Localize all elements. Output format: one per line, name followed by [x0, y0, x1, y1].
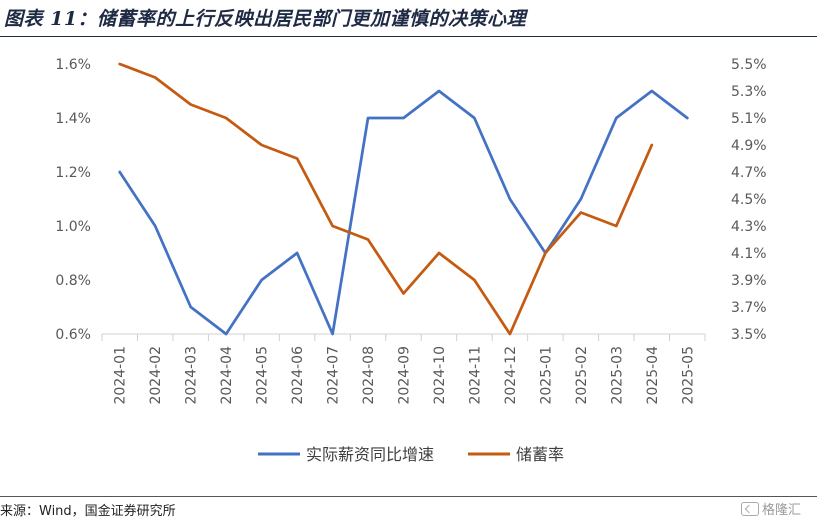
x-axis-tick-label: 2024-01 [113, 346, 129, 405]
x-axis-tick-label: 2024-02 [148, 346, 164, 405]
legend-label: 储蓄率 [516, 445, 564, 464]
right-axis-tick-labels: 3.5% 3.7% 3.9% 4.1% 4.3% 4.5% 4.7% 4.9% 5.1% 5.3%… [731, 57, 767, 343]
x-axis-tick-label: 2025-02 [574, 346, 590, 405]
left-axis-tick-label: 1.6% [55, 57, 91, 73]
x-axis-tick-label: 2024-10 [432, 346, 448, 405]
source-note: 来源：Wind，国金证券研究所 [0, 504, 176, 519]
series-line-savings-rate [118, 62, 654, 336]
right-axis-tick-label: 4.1% [731, 246, 767, 262]
x-axis-tick-label: 2024-04 [219, 346, 235, 405]
x-axis-tick-label: 2024-09 [397, 346, 413, 405]
chart-legend: 实际薪资同比增速 储蓄率 [258, 445, 564, 464]
right-axis-tick-label: 4.3% [731, 219, 767, 235]
left-axis-tick-label: 1.2% [55, 165, 91, 181]
footer-divider [0, 496, 817, 497]
right-axis-tick-label: 5.3% [731, 84, 767, 100]
right-axis-tick-label: 5.5% [731, 57, 767, 73]
x-axis-tick-label: 2025-04 [645, 346, 661, 405]
x-axis-tick-label: 2024-12 [503, 346, 519, 405]
left-axis-tick-label: 0.6% [55, 327, 91, 343]
series-lines [118, 62, 689, 336]
x-axis-tick-label: 2024-03 [184, 346, 200, 405]
right-axis-tick-label: 3.5% [731, 327, 767, 343]
gelonghui-logo-icon [741, 501, 759, 516]
x-axis-tick-label: 2024-08 [361, 346, 377, 405]
x-axis-tick-label: 2024-11 [467, 346, 483, 405]
watermark: 格隆汇 [741, 499, 801, 518]
chart-title: 图表 11：储蓄率的上行反映出居民部门更加谨慎的决策心理 [4, 8, 527, 30]
watermark-text: 格隆汇 [762, 503, 802, 518]
left-axis-tick-labels: 0.6% 0.8% 1.0% 1.2% 1.4% 1.6% [55, 57, 91, 343]
x-axis-tick-label: 2025-03 [609, 346, 625, 405]
x-axis-tick-label: 2024-07 [326, 346, 342, 405]
right-axis-tick-label: 4.9% [731, 138, 767, 154]
x-axis-tick-label: 2025-05 [680, 346, 696, 405]
right-axis-tick-label: 4.5% [731, 192, 767, 208]
right-axis-tick-label: 3.7% [731, 300, 767, 316]
x-axis-tick-labels: 2024-01 2024-02 2024-03 2024-04 2024-05 2024-… [113, 346, 697, 405]
right-axis-tick-label: 3.9% [731, 273, 767, 289]
left-axis-tick-label: 1.0% [55, 219, 91, 235]
legend-label: 实际薪资同比增速 [306, 445, 434, 464]
x-axis-tick-label: 2024-06 [290, 346, 306, 405]
series-line-real-wage-growth [118, 89, 689, 336]
title-divider [0, 36, 817, 37]
left-axis-tick-label: 1.4% [55, 111, 91, 127]
right-axis-tick-label: 4.7% [731, 165, 767, 181]
chart-axes [101, 333, 706, 341]
x-axis-tick-label: 2025-01 [538, 346, 554, 405]
x-axis-tick-label: 2024-05 [255, 346, 271, 405]
left-axis-tick-label: 0.8% [55, 273, 91, 289]
right-axis-tick-label: 5.1% [731, 111, 767, 127]
